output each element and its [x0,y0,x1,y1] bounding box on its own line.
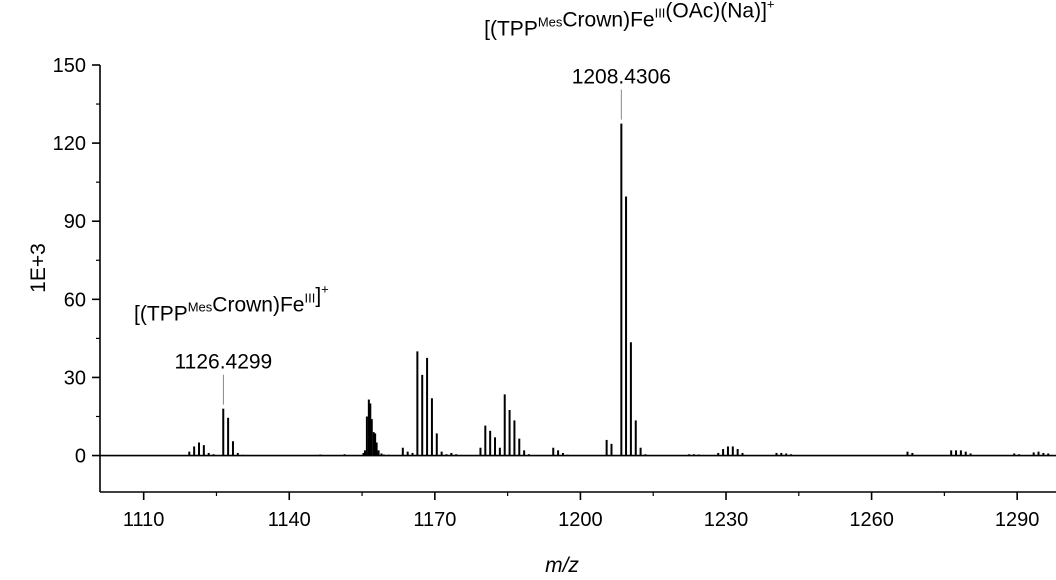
x-tick-label: 1260 [849,509,894,531]
x-tick-label: 1110 [123,509,165,531]
x-tick-label: 1200 [558,509,603,531]
y-tick-label: 0 [75,446,86,468]
y-tick-label: 150 [53,55,86,77]
peak-series [188,123,1050,456]
x-tick-label: 1290 [995,509,1040,531]
x-axis-title: m/z [545,554,579,577]
species-label: [(TPPMesCrown)FeIII]+ [134,282,329,326]
y-tick-label: 30 [64,367,86,389]
y-tick-label: 120 [53,133,86,155]
y-tick-label: 60 [64,289,86,311]
annotations: 1126.4299 1208.4306 [(TPPMesCrown)FeIII]+ [… [134,0,775,405]
y-axis-title: 1E+3 [27,243,50,293]
x-tick-label: 1230 [704,509,749,531]
x-tick-label: 1140 [268,509,311,531]
annotation-label: 1208.4306 [572,66,671,89]
x-tick-label: 1170 [413,509,456,531]
axes: 0 30 60 90 120 150 1110 1140 1170 1200 1230 1260 129… [53,55,1056,531]
y-tick-label: 90 [64,211,86,233]
species-label: [(TPPMesCrown)FeIII(OAc)(Na)]+ [484,0,774,41]
annotation-label: 1126.4299 [175,351,273,374]
